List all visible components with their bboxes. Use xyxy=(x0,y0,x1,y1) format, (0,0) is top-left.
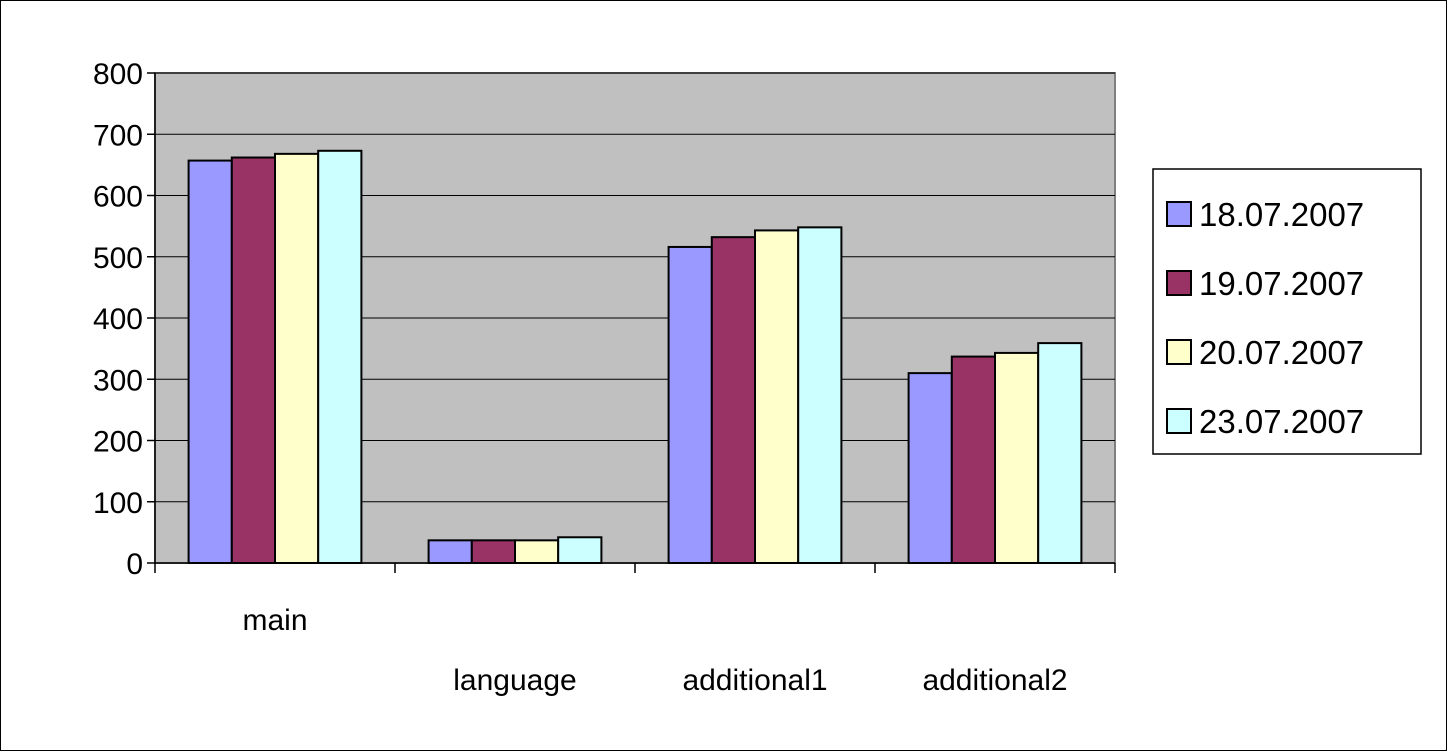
legend-label: 18.07.2007 xyxy=(1199,196,1364,233)
legend-label: 19.07.2007 xyxy=(1199,265,1364,302)
legend-swatch xyxy=(1166,408,1192,434)
bar xyxy=(710,236,756,564)
bar xyxy=(470,539,516,565)
legend-label: 20.07.2007 xyxy=(1199,334,1364,371)
x-category-label: additional2 xyxy=(922,664,1067,697)
legend-box xyxy=(1152,168,1422,455)
legend-swatch xyxy=(1166,201,1192,227)
legend-swatch xyxy=(1166,339,1192,365)
bar xyxy=(797,226,843,564)
bar xyxy=(994,351,1040,564)
bar xyxy=(557,536,603,565)
bar xyxy=(754,229,800,564)
bar xyxy=(667,245,713,564)
y-tick-label: 800 xyxy=(93,58,143,91)
bar xyxy=(187,159,233,564)
y-tick-label: 100 xyxy=(93,487,143,520)
y-tick-label: 200 xyxy=(93,426,143,459)
y-tick-label: 600 xyxy=(93,181,143,214)
bar xyxy=(1037,342,1083,564)
y-tick-label: 300 xyxy=(93,364,143,397)
bar xyxy=(274,152,320,564)
bar xyxy=(427,539,473,565)
x-category-label: main xyxy=(242,604,307,637)
bar xyxy=(950,355,996,564)
y-tick-label: 700 xyxy=(93,119,143,152)
y-tick-label: 500 xyxy=(93,242,143,275)
bar xyxy=(317,149,363,564)
y-tick-label: 400 xyxy=(93,303,143,336)
x-category-label: additional1 xyxy=(682,664,827,697)
bar xyxy=(514,539,560,565)
bar xyxy=(907,372,953,564)
legend-label: 23.07.2007 xyxy=(1199,403,1364,440)
y-tick-label: 0 xyxy=(126,548,143,581)
bar xyxy=(230,156,277,564)
legend-swatch xyxy=(1166,270,1192,296)
x-category-label: language xyxy=(453,664,576,697)
